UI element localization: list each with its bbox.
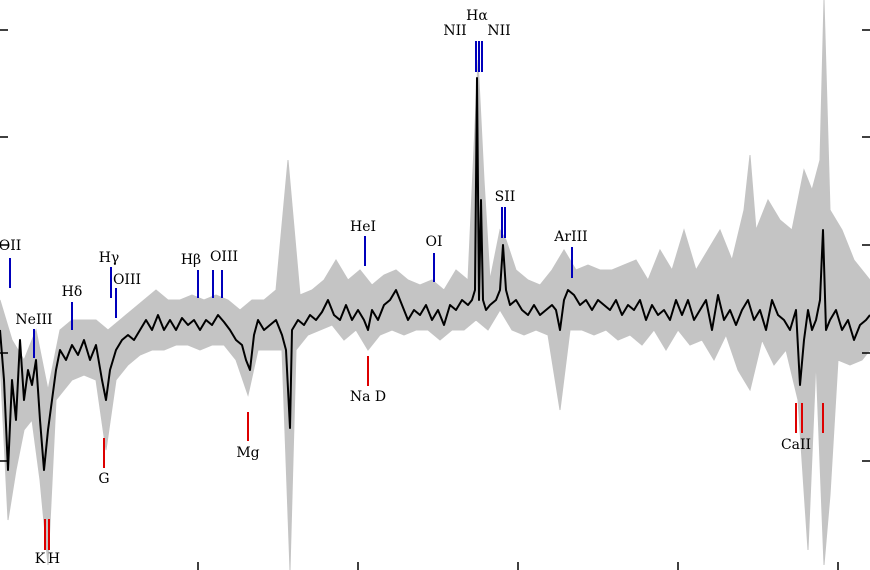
line-hbeta-label: Hβ [181,252,201,268]
line-halpha-label: Hα [466,8,488,24]
line-nii-a-label: NII [443,23,466,39]
line-ariii-label: ArIII [553,229,587,245]
axis-ticks [0,29,870,570]
mean-spectrum-line [0,77,870,471]
line-g-label: G [98,471,109,487]
line-caii-b-label: CaII [781,437,811,453]
line-mg-label: Mg [236,445,259,461]
line-h-label: H [48,551,60,567]
line-hdelta-label: Hδ [62,284,83,300]
line-oiii-a-label: OIII [113,272,141,288]
line-hgamma-label: Hγ [99,250,120,266]
line-k-label: K [35,551,46,567]
line-sii-a-label: SII [495,189,516,205]
line-oiii-b-label: OIII [210,249,238,265]
line-nii-b-label: NII [487,23,510,39]
line-hei-label: HeI [350,219,376,235]
line-neiii-label: NeIII [15,312,52,328]
line-na-label: Na D [350,389,386,405]
line-oi-label: OI [425,234,442,250]
line-oii-label: OII [0,238,21,254]
